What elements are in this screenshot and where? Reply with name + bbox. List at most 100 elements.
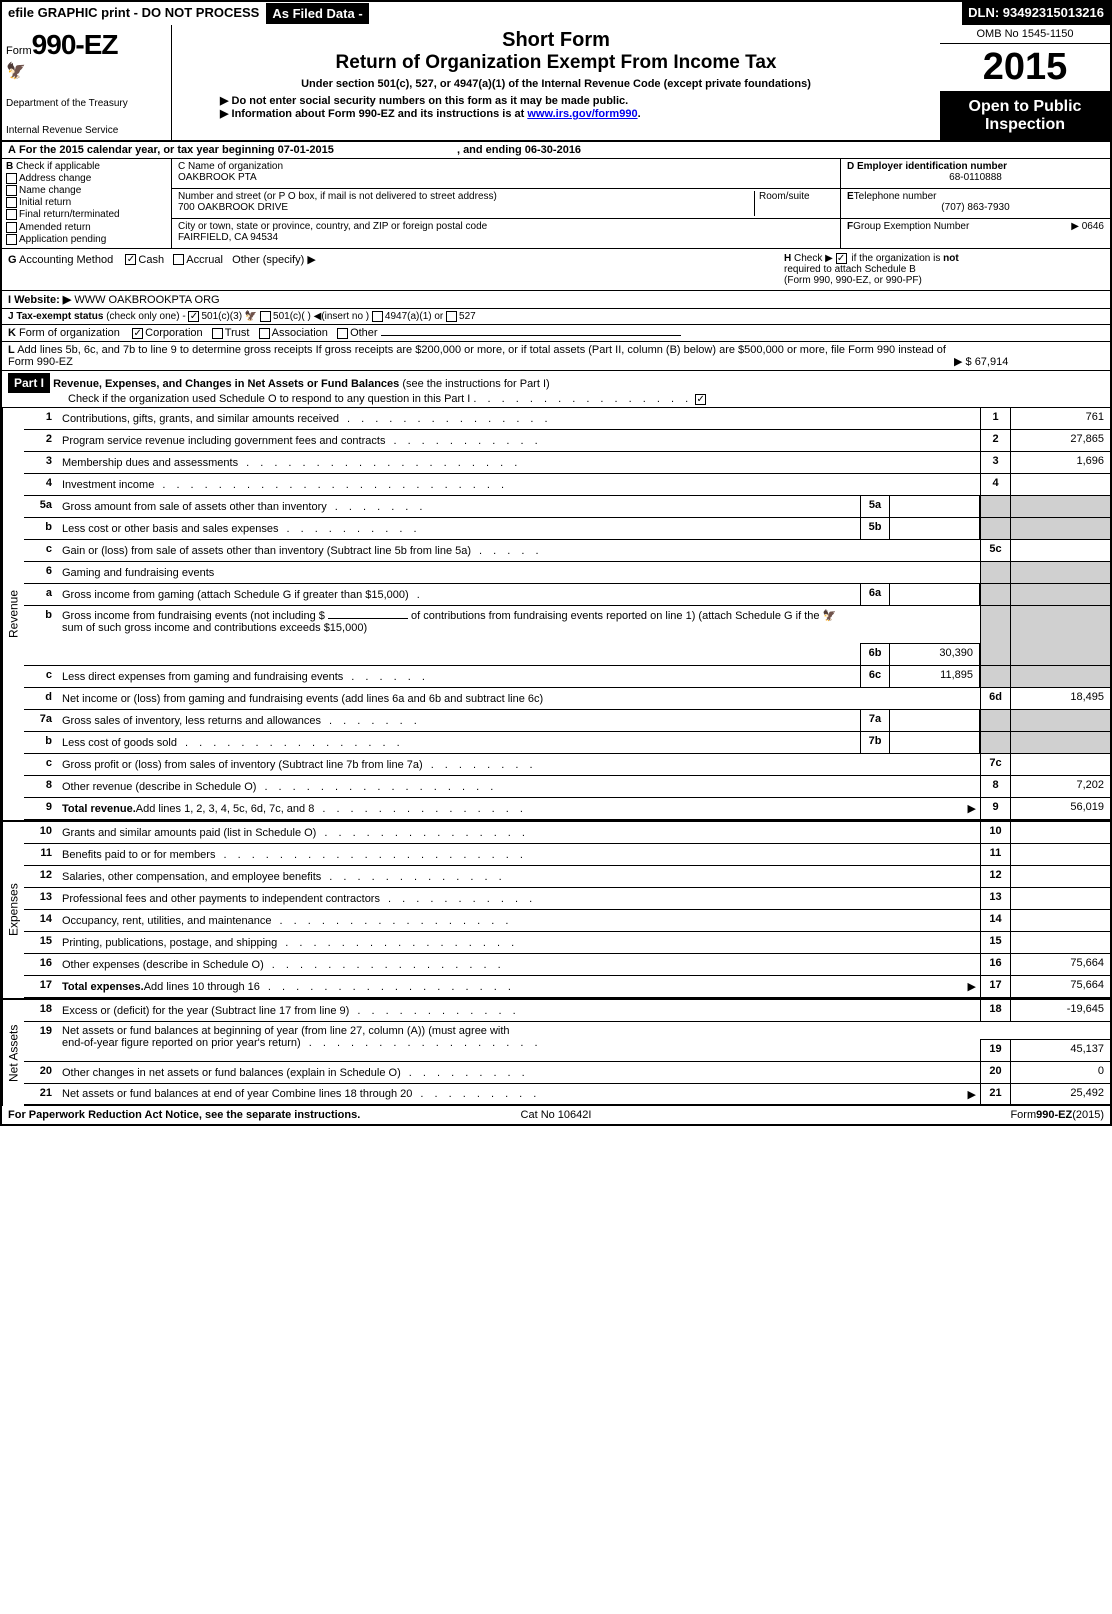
addr-value: 700 OAKBROOK DRIVE xyxy=(178,202,754,213)
line-5c: cGain or (loss) from sale of assets othe… xyxy=(24,540,1110,562)
topbar-left: efile GRAPHIC print - DO NOT PROCESS xyxy=(2,2,267,25)
org-name-label: C Name of organization xyxy=(178,161,834,172)
line-21: 21Net assets or fund balances at end of … xyxy=(24,1084,1110,1106)
header: Form990-EZ 🦅 Department of the Treasury … xyxy=(2,25,1110,142)
check-if-applicable: Check if applicable xyxy=(16,161,100,172)
chk-name[interactable]: Name change xyxy=(6,185,167,196)
expenses-side-label: Expenses xyxy=(2,822,24,998)
city-box: City or town, state or province, country… xyxy=(172,219,840,248)
form-prefix: Form xyxy=(6,45,32,57)
netassets-lines: 18Excess or (deficit) for the year (Subt… xyxy=(24,1000,1110,1106)
line-17: 17Total expenses. Add lines 10 through 1… xyxy=(24,976,1110,998)
line-2: 2Program service revenue including gover… xyxy=(24,430,1110,452)
chk-schedule-o[interactable]: ✓ xyxy=(695,394,706,405)
org-name: OAKBROOK PTA xyxy=(178,172,834,183)
chk-pending[interactable]: Application pending xyxy=(6,234,167,245)
topbar-dln: DLN: 93492315013216 xyxy=(962,2,1110,25)
org-name-box: C Name of organization OAKBROOK PTA xyxy=(172,159,840,189)
label-b: B xyxy=(6,161,13,172)
omb-number: OMB No 1545-1150 xyxy=(940,25,1110,44)
line-16: 16Other expenses (describe in Schedule O… xyxy=(24,954,1110,976)
form-page: efile GRAPHIC print - DO NOT PROCESS As … xyxy=(0,0,1112,1126)
row-a: A For the 2015 calendar year, or tax yea… xyxy=(2,142,1110,159)
expenses-lines: 10Grants and similar amounts paid (list … xyxy=(24,822,1110,998)
part-i-label: Part I xyxy=(8,373,50,393)
topbar-spacer xyxy=(370,2,962,25)
addr-label: Number and street (or P O box, if mail i… xyxy=(178,191,754,202)
col-b-title: B Check if applicable xyxy=(6,161,167,172)
line-13: 13Professional fees and other payments t… xyxy=(24,888,1110,910)
irs-link[interactable]: www.irs.gov/form990 xyxy=(527,108,637,120)
chk-501c[interactable] xyxy=(260,311,271,322)
line-9: 9Total revenue. Add lines 1, 2, 3, 4, 5c… xyxy=(24,798,1110,820)
group-value: ▶ 0646 xyxy=(1071,221,1104,232)
accounting-method: G Accounting Method ✓Cash Accrual Other … xyxy=(8,253,784,286)
chk-amended[interactable]: Amended return xyxy=(6,222,167,233)
section-g-h: G Accounting Method ✓Cash Accrual Other … xyxy=(2,249,1110,291)
row-a-text2: , and ending 06-30-2016 xyxy=(457,144,581,156)
part-i-sub: (see the instructions for Part I) xyxy=(402,378,549,390)
line-l-text: Add lines 5b, 6c, and 7b to line 9 to de… xyxy=(8,344,946,368)
line-7b: bLess cost of goods sold. . . . . . . . … xyxy=(24,732,1110,754)
ein-label: D Employer identification number xyxy=(847,161,1104,172)
accounting-label: Accounting Method xyxy=(19,254,113,266)
note-info-pre: ▶ Information about Form 990-EZ and its … xyxy=(220,108,527,120)
phone-box: ETelephone number (707) 863-7930 xyxy=(840,189,1110,219)
line-6b: b Gross income from fundraising events (… xyxy=(24,606,1110,666)
city-label: City or town, state or province, country… xyxy=(178,221,834,232)
room-label: Room/suite xyxy=(754,191,834,216)
topbar: efile GRAPHIC print - DO NOT PROCESS As … xyxy=(2,2,1110,25)
header-center: Short Form Return of Organization Exempt… xyxy=(172,25,940,140)
ein-value: 68-0110888 xyxy=(847,172,1104,183)
chk-schedule-b[interactable]: ✓ xyxy=(836,253,847,264)
line-14: 14Occupancy, rent, utilities, and mainte… xyxy=(24,910,1110,932)
label-l: L xyxy=(8,344,15,356)
chk-501c3[interactable]: ✓ xyxy=(188,311,199,322)
label-a: A xyxy=(8,144,16,156)
chk-other[interactable] xyxy=(337,328,348,339)
part-i-header: Part I Revenue, Expenses, and Changes in… xyxy=(2,371,1110,408)
line-i: I Website: ▶ WWW OAKBROOKPTA ORG xyxy=(2,291,1110,309)
line-11: 11Benefits paid to or for members. . . .… xyxy=(24,844,1110,866)
addr-box: Number and street (or P O box, if mail i… xyxy=(172,189,840,219)
expenses-table: Expenses 10Grants and similar amounts pa… xyxy=(2,820,1110,998)
phone-label: ETelephone number xyxy=(847,191,1104,202)
return-title: Return of Organization Exempt From Incom… xyxy=(180,52,932,74)
line-6d: dNet income or (loss) from gaming and fu… xyxy=(24,688,1110,710)
line-6: 6Gaming and fundraising events xyxy=(24,562,1110,584)
label-g: G xyxy=(8,254,17,266)
label-h: H xyxy=(784,253,791,264)
chk-4947[interactable] xyxy=(372,311,383,322)
footer: For Paperwork Reduction Act Notice, see … xyxy=(2,1106,1110,1124)
line-1: 1Contributions, gifts, grants, and simil… xyxy=(24,408,1110,430)
open-line2: Inspection xyxy=(946,116,1104,134)
label-j: J Tax-exempt status xyxy=(8,311,103,322)
header-right: OMB No 1545-1150 2015 Open to Public Ins… xyxy=(940,25,1110,140)
line-7c: cGross profit or (loss) from sales of in… xyxy=(24,754,1110,776)
line-4: 4Investment income. . . . . . . . . . . … xyxy=(24,474,1110,496)
ein-box: D Employer identification number 68-0110… xyxy=(840,159,1110,189)
chk-assoc[interactable] xyxy=(259,328,270,339)
open-line1: Open to Public xyxy=(946,98,1104,116)
footer-right: Form990-EZ(2015) xyxy=(739,1109,1104,1121)
chk-corp[interactable]: ✓ xyxy=(132,328,143,339)
note-ssn: ▶ Do not enter social security numbers o… xyxy=(180,94,932,107)
form-label: Form990-EZ xyxy=(6,29,167,61)
footer-left: For Paperwork Reduction Act Notice, see … xyxy=(8,1109,373,1121)
part-i-check: Check if the organization used Schedule … xyxy=(68,393,470,405)
line-8: 8Other revenue (describe in Schedule O).… xyxy=(24,776,1110,798)
line-20: 20Other changes in net assets or fund ba… xyxy=(24,1062,1110,1084)
chk-accrual[interactable] xyxy=(173,254,184,265)
city-value: FAIRFIELD, CA 94534 xyxy=(178,232,834,243)
chk-cash[interactable]: ✓ xyxy=(125,254,136,265)
chk-final[interactable]: Final return/terminated xyxy=(6,209,167,220)
line-12: 12Salaries, other compensation, and empl… xyxy=(24,866,1110,888)
col-c: C Name of organization OAKBROOK PTA Numb… xyxy=(172,159,840,248)
chk-trust[interactable] xyxy=(212,328,223,339)
chk-address[interactable]: Address change xyxy=(6,173,167,184)
chk-initial[interactable]: Initial return xyxy=(6,197,167,208)
other-specify: Other (specify) ▶ xyxy=(232,254,316,266)
line-j: J Tax-exempt status (check only one) - ✓… xyxy=(2,309,1110,325)
chk-527[interactable] xyxy=(446,311,457,322)
col-b: B Check if applicable Address change Nam… xyxy=(2,159,172,248)
